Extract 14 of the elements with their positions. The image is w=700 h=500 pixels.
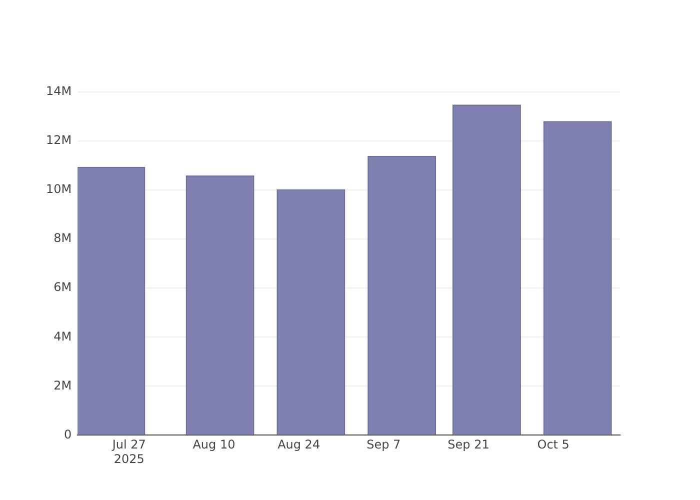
- x-tick-label: Sep 7: [366, 438, 401, 452]
- y-tick-label: 10M: [46, 182, 72, 196]
- y-tick-label: 8M: [54, 231, 72, 246]
- x-tick-label: Jul 27 2025: [111, 438, 146, 466]
- x-tick-label: Aug 10: [192, 438, 236, 452]
- x-tick-label: Oct 5: [537, 438, 570, 452]
- y-tick-label: 4M: [54, 329, 72, 344]
- y-tick-label: 2M: [54, 378, 72, 392]
- x-tick-label: Aug 24: [278, 438, 320, 452]
- y-tick-label: 12M: [46, 133, 72, 148]
- y-tick-label: 14M: [46, 84, 72, 98]
- y-tick-label: 6M: [54, 280, 72, 294]
- x-tick-label: Sep 21: [448, 438, 490, 452]
- y-tick-label: 0: [64, 427, 72, 442]
